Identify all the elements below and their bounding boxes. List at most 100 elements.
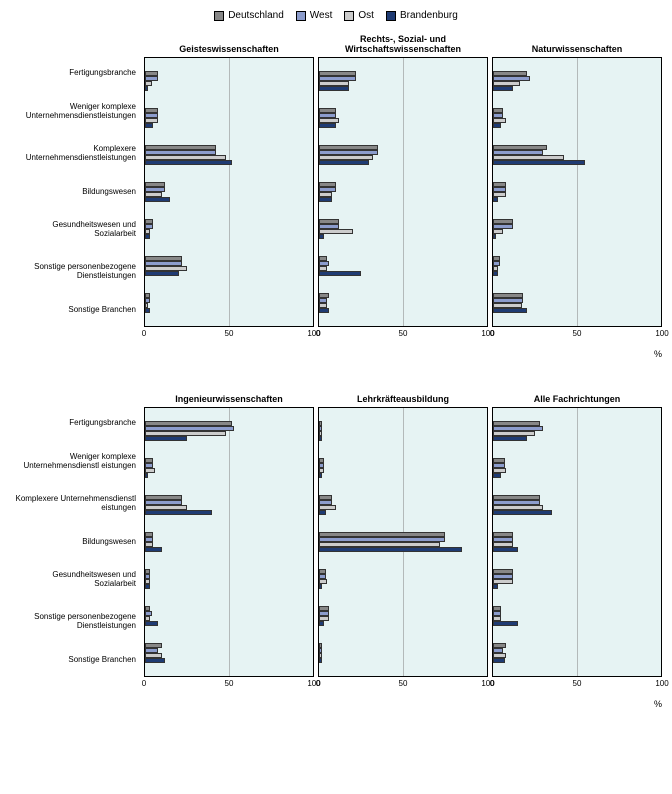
- bar: [493, 510, 552, 515]
- bar-group: [493, 182, 661, 202]
- category-label: Komplexere Unternehmensdienstleistungen: [10, 145, 136, 163]
- chart-panel: Alle Fachrichtungen050100%: [492, 379, 662, 709]
- bar: [319, 229, 353, 234]
- x-axis: 050100: [318, 329, 488, 339]
- bar: [319, 308, 329, 313]
- bar-group: [145, 421, 313, 441]
- bar: [145, 658, 165, 663]
- bar-group: [145, 458, 313, 478]
- bar-group: [493, 569, 661, 589]
- bar-group: [319, 71, 487, 91]
- legend-item: West: [296, 10, 333, 21]
- x-axis: 050100: [492, 329, 662, 339]
- bar: [145, 584, 150, 589]
- bar-group: [493, 108, 661, 128]
- bar-group: [319, 495, 487, 515]
- bar: [145, 547, 162, 552]
- chart-panel: Lehrkräfteausbildung 050100: [318, 379, 488, 709]
- bar-group: [145, 71, 313, 91]
- bar: [145, 308, 150, 313]
- legend-swatch: [344, 11, 354, 21]
- legend-item: Ost: [344, 10, 374, 21]
- bar-group: [145, 219, 313, 239]
- x-tick: 100: [655, 329, 668, 338]
- chart-panel: Naturwissenschaften050100%: [492, 29, 662, 359]
- panel-title: Ingenieurwissenschaften: [144, 379, 314, 407]
- x-axis: 050100: [318, 679, 488, 689]
- bar: [493, 86, 513, 91]
- bar-group: [145, 108, 313, 128]
- chart-panel: Geisteswissenschaften050100: [144, 29, 314, 359]
- bar-group: [319, 532, 487, 552]
- bar: [319, 160, 369, 165]
- x-tick: 50: [225, 679, 234, 688]
- bar-group: [145, 256, 313, 276]
- bar: [145, 271, 179, 276]
- x-tick: 0: [142, 679, 146, 688]
- x-tick: 0: [142, 329, 146, 338]
- bar-group: [493, 458, 661, 478]
- bar: [493, 436, 527, 441]
- bar: [493, 271, 498, 276]
- bar: [493, 584, 498, 589]
- bar-group: [493, 421, 661, 441]
- percent-label: %: [492, 349, 662, 359]
- plot-area: [144, 407, 314, 677]
- bar: [145, 234, 150, 239]
- bar: [319, 197, 332, 202]
- chart-panel: Rechts-, Sozial- und Wirtschaftswissensc…: [318, 29, 488, 359]
- bar-group: [493, 495, 661, 515]
- legend-label: West: [310, 10, 333, 21]
- plot-area: [318, 407, 488, 677]
- bar: [319, 86, 349, 91]
- category-label: Komplexere Unternehmensdienstl eistungen: [10, 495, 136, 513]
- bar: [493, 160, 585, 165]
- legend-swatch: [296, 11, 306, 21]
- x-tick: 50: [573, 329, 582, 338]
- bar-group: [319, 643, 487, 663]
- category-label: Sonstige Branchen: [10, 656, 136, 665]
- bar: [493, 621, 518, 626]
- bar-group: [145, 532, 313, 552]
- x-axis: 050100: [492, 679, 662, 689]
- x-tick: 0: [490, 329, 494, 338]
- bar: [319, 547, 462, 552]
- legend-item: Deutschland: [214, 10, 284, 21]
- legend-label: Brandenburg: [400, 10, 458, 21]
- bar-group: [319, 256, 487, 276]
- category-label: Weniger komplexe Unternehmensdienstl eis…: [10, 453, 136, 471]
- bar: [493, 473, 501, 478]
- x-tick: 0: [316, 329, 320, 338]
- panel-title: Alle Fachrichtungen: [492, 379, 662, 407]
- bar: [493, 547, 518, 552]
- bar: [493, 658, 505, 663]
- bar: [319, 271, 361, 276]
- x-axis: 050100: [144, 679, 314, 689]
- bar: [493, 197, 498, 202]
- panel-title: Geisteswissenschaften: [144, 29, 314, 57]
- x-tick: 0: [316, 679, 320, 688]
- y-axis-labels-row2: FertigungsbrancheWeniger komplexe Untern…: [10, 407, 140, 677]
- bar-group: [493, 71, 661, 91]
- x-tick: 50: [399, 329, 408, 338]
- bar-group: [319, 606, 487, 626]
- panel-title: Lehrkräfteausbildung: [318, 379, 488, 407]
- bar: [319, 123, 336, 128]
- panel-title: Naturwissenschaften: [492, 29, 662, 57]
- bar-group: [493, 532, 661, 552]
- category-label: Bildungswesen: [10, 188, 136, 197]
- y-axis-labels-row1: FertigungsbrancheWeniger komplexe Untern…: [10, 57, 140, 327]
- legend-item: Brandenburg: [386, 10, 458, 21]
- bar-group: [319, 219, 487, 239]
- x-tick: 50: [573, 679, 582, 688]
- bar: [319, 584, 322, 589]
- bar-group: [493, 256, 661, 276]
- bar-group: [319, 421, 487, 441]
- bar-group: [145, 606, 313, 626]
- x-tick: 50: [225, 329, 234, 338]
- bar: [493, 308, 527, 313]
- x-tick: 0: [490, 679, 494, 688]
- bar-group: [145, 182, 313, 202]
- plot-area: [492, 407, 662, 677]
- bar: [319, 473, 322, 478]
